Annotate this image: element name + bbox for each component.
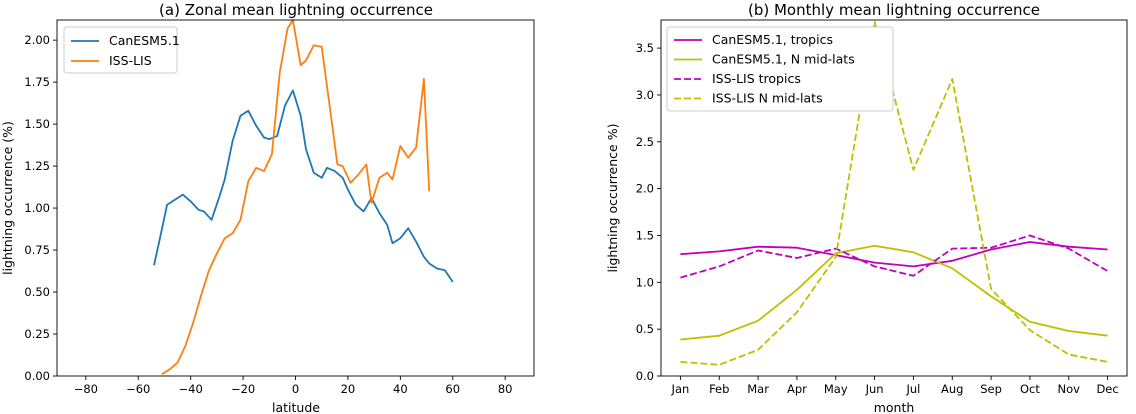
legend-label: CanESM5.1, tropics [712,32,833,47]
series-line-1 [161,19,431,376]
x-tick-label: Jul [905,382,920,396]
panel-a-xlabel: latitude [272,400,320,414]
y-tick-label: 1.00 [24,201,50,215]
y-tick-label: 0.00 [24,369,50,383]
y-tick-label: 3.0 [636,88,654,102]
y-tick-label: 2.5 [636,135,654,149]
panel-a-lines [153,19,454,376]
x-tick-label: −60 [126,382,150,396]
x-tick-label: Sep [980,382,1002,396]
legend-label: ISS-LIS [109,53,152,68]
y-tick-label: 1.5 [636,228,654,242]
x-tick-label: May [824,382,848,396]
x-tick-label: −20 [231,382,255,396]
panel-a: (a) Zonal mean lightning occurrence −80−… [0,1,535,414]
y-tick-label: 2.0 [636,182,654,196]
x-tick-label: 0 [292,382,299,396]
y-tick-label: 0.0 [636,369,654,383]
x-tick-label: Mar [747,382,769,396]
panel-b-ticks: Jan Feb Mar Apr May Jun Jul Aug Sep Oct Nov Dec 0.0 0… [636,41,1119,396]
x-tick-label: Apr [787,382,807,396]
x-tick-label: Jan [671,382,690,396]
y-tick-label: 3.5 [636,41,654,55]
legend-frame [666,26,894,112]
legend-label: CanESM5.1, N mid-lats [712,52,855,67]
x-tick-label: Feb [709,382,729,396]
series-line-2 [680,234,1109,279]
y-tick-label: 1.50 [24,117,50,131]
y-tick-label: 0.50 [24,285,50,299]
series-line-0 [680,241,1108,268]
x-tick-label: −40 [179,382,203,396]
panel-a-title: (a) Zonal mean lightning occurrence [159,1,433,19]
panel-b-legend: CanESM5.1, tropics CanESM5.1, N mid-lats I… [666,26,894,112]
y-tick-label: 0.5 [636,322,654,336]
panel-b-lines [680,20,1109,366]
panel-a-legend: CanESM5.1 ISS-LIS [63,26,180,74]
legend-label: ISS-LIS N mid-lats [712,91,823,106]
panel-b-xlabel: month [874,400,915,414]
panel-a-ticks: −80 −60 −40 −20 0 20 40 60 80 0.00 0.25 0.50 0.75 1.0… [24,33,512,396]
panel-b-title: (b) Monthly mean lightning occurrence [748,1,1040,19]
y-tick-label: 1.0 [636,275,654,289]
y-tick-label: 1.75 [24,75,50,89]
panel-b: (b) Monthly mean lightning occurrence Ja… [605,1,1128,414]
y-tick-label: 1.25 [24,159,50,173]
x-tick-label: 40 [393,382,408,396]
x-tick-label: 20 [341,382,356,396]
series-line-1 [680,244,1108,341]
y-tick-label: 2.00 [24,33,50,47]
panel-b-ylabel: lightning occurrence %) [605,124,620,273]
x-tick-label: 80 [498,382,513,396]
x-tick-label: Aug [941,382,963,396]
x-tick-label: Nov [1058,382,1081,396]
panel-b-axes [660,19,1128,377]
legend-label: CanESM5.1 [109,33,180,48]
x-tick-label: 60 [445,382,460,396]
panel-a-ylabel: lightning occurrence (%) [0,121,15,275]
x-tick-label: Jun [865,382,884,396]
x-tick-label: −80 [74,382,98,396]
series-line-0 [153,89,454,283]
y-tick-label: 0.25 [24,327,50,341]
y-tick-label: 0.75 [24,243,50,257]
x-tick-label: Oct [1020,382,1040,396]
x-tick-label: Dec [1096,382,1118,396]
legend-label: ISS-LIS tropics [712,71,801,86]
series-line-3 [680,20,1108,366]
